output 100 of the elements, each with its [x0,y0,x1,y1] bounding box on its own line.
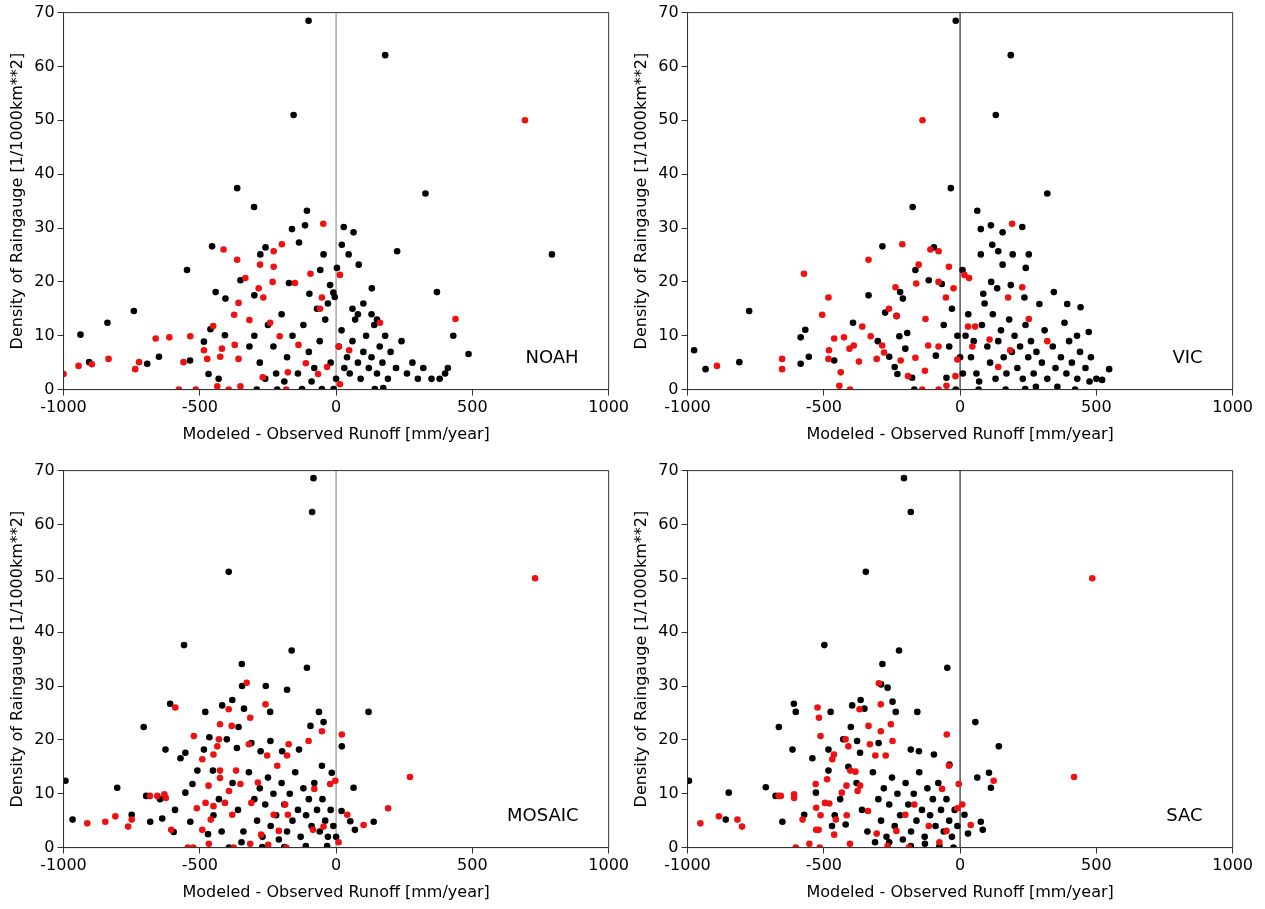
y-tick-label: 20 [658,729,679,749]
point [961,271,968,279]
annotation: SAC [1166,804,1203,826]
point [935,247,942,255]
x-tick-label: 500 [1081,397,1112,417]
x-tick-label: -500 [181,855,218,875]
point [376,319,384,327]
point [830,335,838,342]
point [818,311,826,319]
x-tick-label: 0 [955,855,966,875]
x-tick-label: -500 [805,397,842,417]
point [105,355,112,363]
point [964,323,972,330]
y-tick-label: 30 [658,217,679,237]
point [971,323,979,330]
point [180,358,187,366]
point [284,369,292,376]
y-tick-label: 40 [658,163,679,183]
point [235,299,242,307]
point [209,322,217,330]
y-tick-label: 20 [34,729,55,749]
y-tick-label: 40 [34,163,55,183]
y-axis-title: Density of Raingauge [1/1000km**2] [630,52,650,350]
point [912,280,920,287]
point [230,311,238,319]
point [200,346,208,354]
point [836,382,843,390]
point [965,274,973,282]
point [246,316,253,324]
point [994,363,1002,371]
point [345,346,353,354]
y-tick-label: 30 [34,217,55,237]
point [912,354,919,362]
point [186,332,194,340]
point [231,341,239,349]
y-axis-title: Density of Raingauge [1/1000km**2] [630,510,650,808]
point [915,261,922,268]
point [921,367,929,375]
y-tick-label: 70 [34,459,55,479]
point [935,278,942,286]
point [927,246,934,253]
point [858,323,866,330]
point [945,263,953,271]
point [942,294,950,301]
x-axis-title: Modeled - Observed Runoff [mm/year] [182,881,490,901]
point [1044,337,1051,345]
y-axis-title: Density of Raingauge [1/1000km**2] [6,510,26,808]
x-tick-label: 1000 [588,397,629,417]
annotation: VIC [1172,346,1203,368]
point [825,294,832,301]
point [213,383,221,390]
point [825,355,832,363]
point [969,343,976,350]
y-tick-label: 50 [658,567,679,587]
point [269,278,276,286]
y-tick-label: 40 [658,621,679,641]
y-tick-label: 50 [34,109,55,129]
point [135,358,143,366]
point [950,285,957,292]
point [1004,294,1012,301]
x-tick-label: 500 [457,397,488,417]
point [521,117,529,124]
point [319,220,327,228]
y-tick-label: 20 [34,271,55,291]
point [1018,283,1026,291]
point [220,246,227,253]
point [216,353,224,361]
x-tick-label: 1000 [1212,397,1253,417]
point [919,117,926,124]
x-axis-title: Modeled - Observed Runoff [mm/year] [806,423,1114,443]
point [943,382,950,390]
y-tick-label: 30 [34,675,55,695]
point [837,369,845,376]
point [904,372,912,380]
y-tick-label: 10 [34,324,55,344]
point [873,355,880,363]
y-tick-label: 0 [668,378,679,398]
point [713,362,721,370]
point [270,247,277,255]
point [323,363,331,371]
point [922,315,929,323]
annotation: NOAH [525,346,579,368]
point [75,362,82,370]
x-tick-label: -1000 [40,397,87,417]
y-tick-label: 60 [658,513,679,533]
point [855,358,863,365]
point [302,359,310,367]
point [1008,220,1016,228]
x-tick-label: 1000 [588,855,629,875]
point [152,335,159,342]
point [237,383,244,390]
point [203,355,211,363]
x-tick-label: -500 [181,397,218,417]
point [880,349,888,356]
point [291,279,299,287]
point [336,271,344,279]
point [878,342,886,349]
point [166,334,173,341]
point [276,332,283,340]
x-tick-label: 1000 [1212,855,1253,875]
